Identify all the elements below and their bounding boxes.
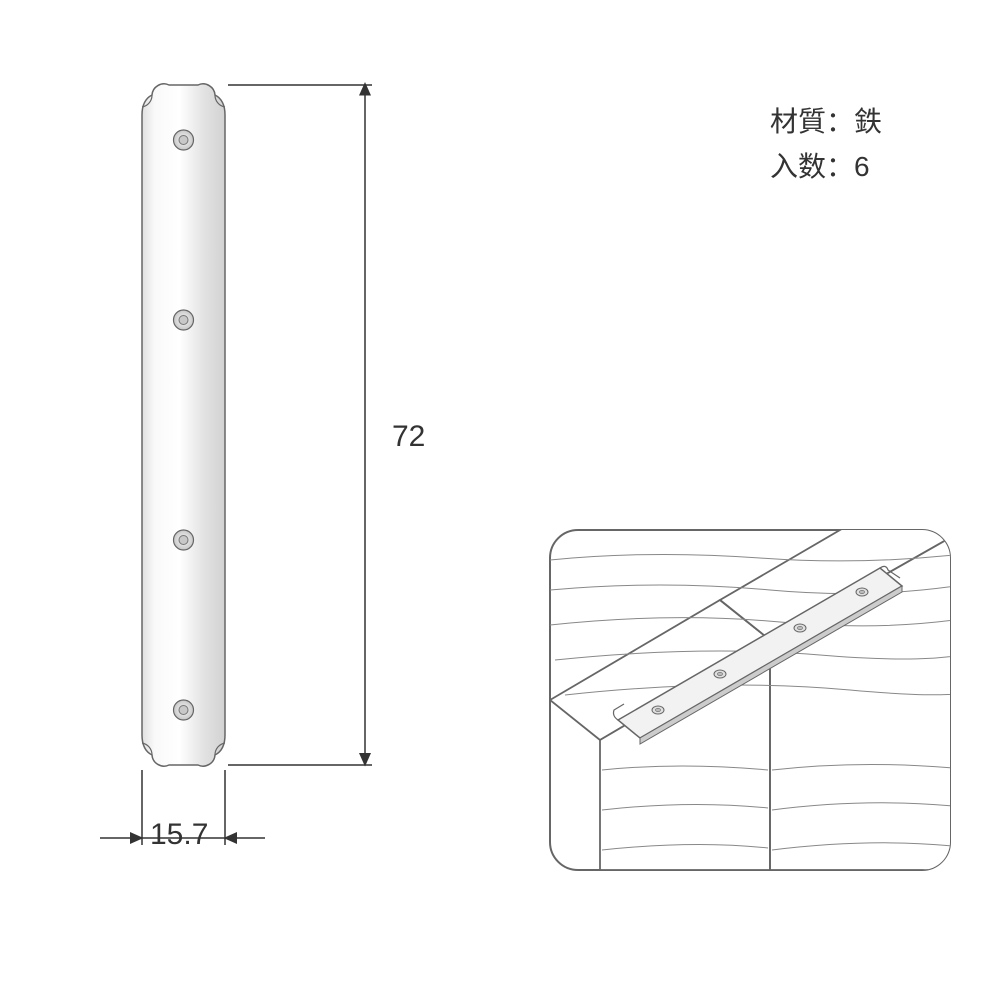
dimension-lines <box>100 85 372 845</box>
usage-panel <box>550 495 980 870</box>
bracket-body <box>142 84 225 766</box>
diagram-svg <box>0 0 1000 1000</box>
bracket-main <box>142 84 225 766</box>
